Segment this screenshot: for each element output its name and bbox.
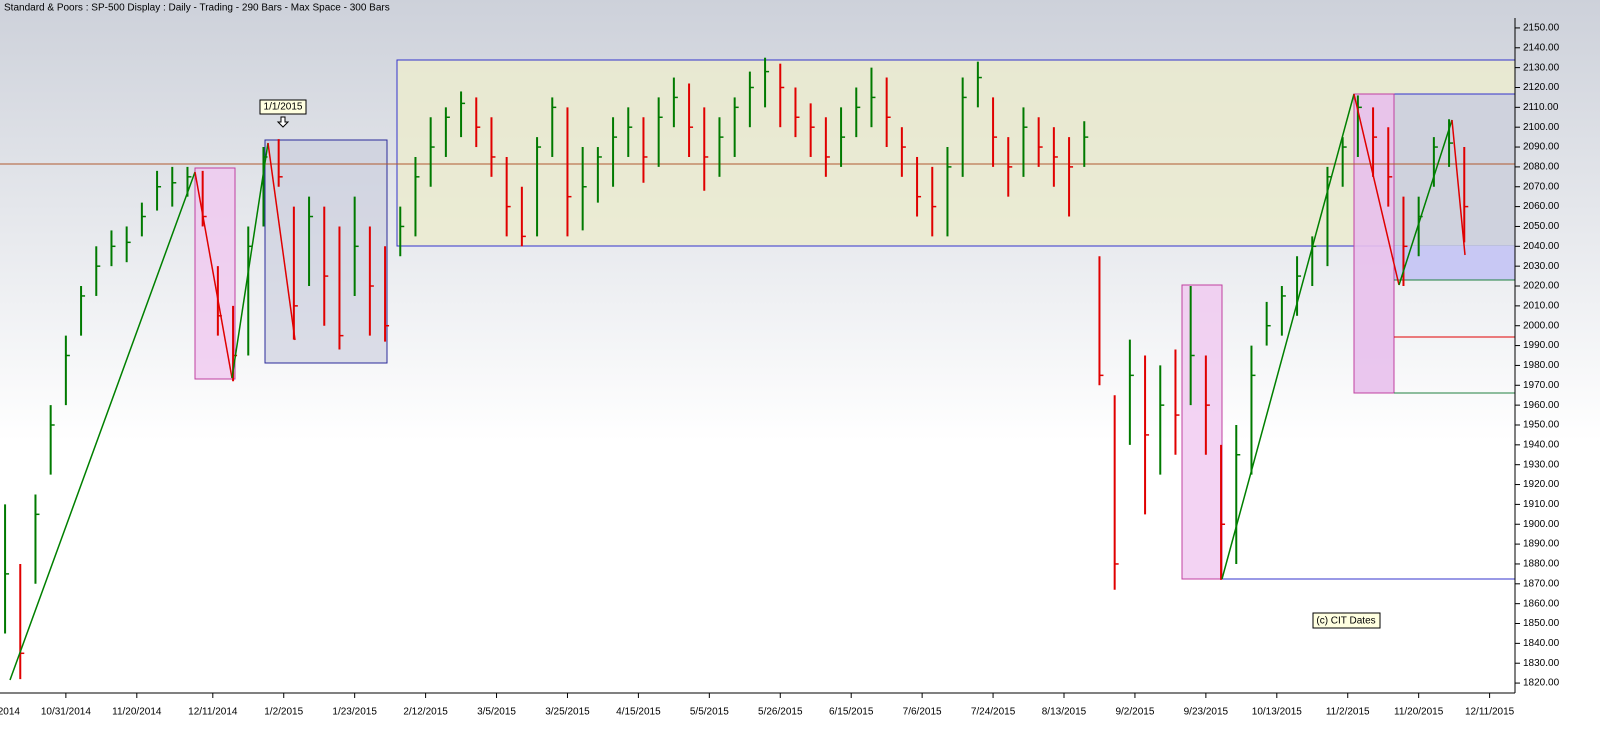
swing-down <box>194 171 233 379</box>
x-tick-label: 7/24/2015 <box>971 707 1016 718</box>
swing-down <box>1353 93 1400 286</box>
y-tick-label: 1960.00 <box>1523 400 1560 411</box>
x-tick-label: 9/2/2015 <box>1115 707 1154 718</box>
y-tick-label: 1830.00 <box>1523 658 1560 669</box>
x-tick-label: 5/26/2015 <box>758 707 803 718</box>
time-box <box>194 167 236 380</box>
y-tick-label: 1850.00 <box>1523 618 1560 629</box>
y-tick-label: 2010.00 <box>1523 301 1560 312</box>
annotation: 1/1/2015 <box>264 102 303 113</box>
y-tick-label: 2070.00 <box>1523 181 1560 192</box>
y-tick-label: 2110.00 <box>1523 102 1559 113</box>
x-tick-label: 9/23/2015 <box>1184 707 1229 718</box>
bars <box>4 57 1469 680</box>
y-tick-label: 2030.00 <box>1523 261 1560 272</box>
x-tick-label: 1/23/2015 <box>332 707 377 718</box>
swing-up <box>1221 93 1355 580</box>
x-tick-label: 11/2/2015 <box>1326 707 1370 718</box>
y-tick-label: 2120.00 <box>1523 82 1560 93</box>
zigzag <box>9 93 1466 681</box>
y-tick-label: 1980.00 <box>1523 360 1560 371</box>
x-tick-label: 7/6/2015 <box>903 707 942 718</box>
x-tick-label: 2/12/2015 <box>403 707 448 718</box>
y-tick-label: 2040.00 <box>1523 241 1560 252</box>
x-tick-label: 4/15/2015 <box>616 707 661 718</box>
x-tick-label: 1/2/2015 <box>264 707 303 718</box>
y-tick-label: 1900.00 <box>1523 519 1560 530</box>
y-tick-label: 2140.00 <box>1523 42 1560 53</box>
y-tick-label: 1820.00 <box>1523 678 1560 689</box>
x-tick-label: 5/5/2015 <box>690 707 729 718</box>
x-tick-label: 12/11/2015 <box>1465 707 1515 718</box>
y-tick-label: 2000.00 <box>1523 320 1560 331</box>
annotation: (c) CIT Dates <box>1316 616 1375 627</box>
y-tick-label: 1890.00 <box>1523 539 1560 550</box>
annotation-arrow <box>276 116 290 128</box>
time-box <box>1181 284 1223 580</box>
y-tick-label: 1840.00 <box>1523 638 1560 649</box>
x-tick-label: 6/15/2015 <box>829 707 874 718</box>
x-axis-area <box>0 693 1600 736</box>
x-tick-label: 12/11/2014 <box>188 707 238 718</box>
y-tick-label: 2100.00 <box>1523 122 1560 133</box>
y-tick-label: 2080.00 <box>1523 162 1560 173</box>
annotation-box <box>1312 612 1381 629</box>
swing-down <box>267 142 296 341</box>
y-tick-label: 1970.00 <box>1523 380 1560 391</box>
y-tick-label: 1860.00 <box>1523 598 1560 609</box>
y-tick-label: 1910.00 <box>1523 499 1560 510</box>
y-tick-label: 1940.00 <box>1523 439 1560 450</box>
y-tick-label: 1990.00 <box>1523 340 1560 351</box>
annotation-box <box>259 99 307 115</box>
swing-up <box>1398 119 1453 286</box>
x-tick-label: 10/31/2014 <box>41 707 91 718</box>
swing-up <box>231 142 269 379</box>
range-box <box>396 59 1516 247</box>
x-tick-label: 8/13/2015 <box>1042 707 1087 718</box>
y-tick-label: 2130.00 <box>1523 62 1560 73</box>
x-tick-label: 11/20/2015 <box>1394 707 1444 718</box>
chart-title: Standard & Poors : SP-500 Display : Dail… <box>4 3 390 14</box>
y-tick-label: 1950.00 <box>1523 420 1560 431</box>
y-tick-label: 2020.00 <box>1523 281 1560 292</box>
x-tick-label: 3/25/2015 <box>545 707 590 718</box>
y-tick-label: 2060.00 <box>1523 201 1560 212</box>
range-box <box>1394 246 1515 280</box>
y-tick-label: 2050.00 <box>1523 221 1560 232</box>
y-tick-label: 1920.00 <box>1523 479 1560 490</box>
y-tick-label: 1880.00 <box>1523 559 1560 570</box>
range-box <box>264 139 388 364</box>
y-tick-label: 1870.00 <box>1523 578 1560 589</box>
y-tick-label: 2090.00 <box>1523 142 1560 153</box>
x-tick-label: 10/13/2015 <box>1252 707 1302 718</box>
y-tick-label: 2150.00 <box>1523 23 1560 34</box>
x-tick-label: 11/20/2014 <box>112 707 162 718</box>
y-tick-label: 1930.00 <box>1523 459 1560 470</box>
x-tick-label: 3/5/2015 <box>477 707 516 718</box>
x-tick-label: 10/10/2014 <box>0 707 20 718</box>
swing-down <box>1451 119 1466 256</box>
swing-up <box>9 171 196 681</box>
